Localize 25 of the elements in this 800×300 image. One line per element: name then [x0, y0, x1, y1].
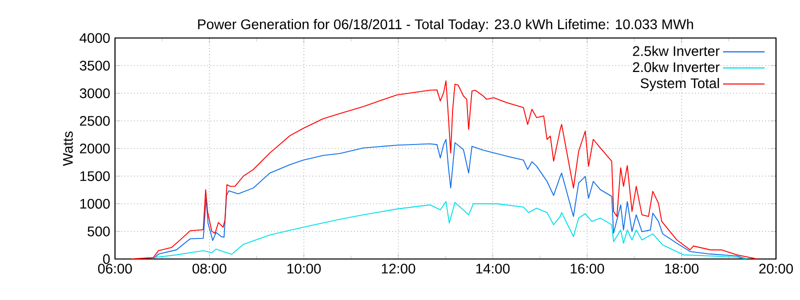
x-tick-label: 10:00 [287, 264, 321, 274]
legend-label: 2.0kw Inverter [632, 62, 720, 72]
y-tick-label: 0 [103, 254, 110, 264]
y-tick-label: 3000 [80, 88, 110, 98]
line-series [152, 138, 748, 259]
y-axis-title: Watts [63, 131, 73, 166]
y-tick-label: 500 [88, 226, 110, 236]
x-tick-label: 06:00 [98, 264, 132, 274]
y-tick-label: 4000 [80, 33, 110, 43]
y-tick-label: 3500 [80, 60, 110, 71]
y-tick-label: 1500 [80, 171, 110, 182]
line-series [152, 201, 748, 259]
x-tick-label: 20:00 [759, 264, 793, 274]
y-tick-label: 2500 [80, 116, 110, 126]
legend-label: System Total [640, 78, 719, 91]
y-tick-label: 1000 [80, 198, 110, 209]
y-tick-label: 2000 [80, 144, 110, 154]
line-series [131, 80, 758, 259]
x-tick-label: 18:00 [665, 264, 698, 274]
x-tick-label: 16:00 [570, 264, 604, 274]
legend-label: 2.5kw Inverter [632, 46, 720, 56]
x-tick-label: 12:00 [382, 264, 416, 274]
x-tick-label: 14:00 [476, 264, 510, 274]
chart-title: Power Generation for 06/18/2011 - Total Today: 23.0 kWh Lifetime: 10.033 MWh [198, 18, 694, 32]
x-tick-label: 08:00 [192, 264, 226, 274]
